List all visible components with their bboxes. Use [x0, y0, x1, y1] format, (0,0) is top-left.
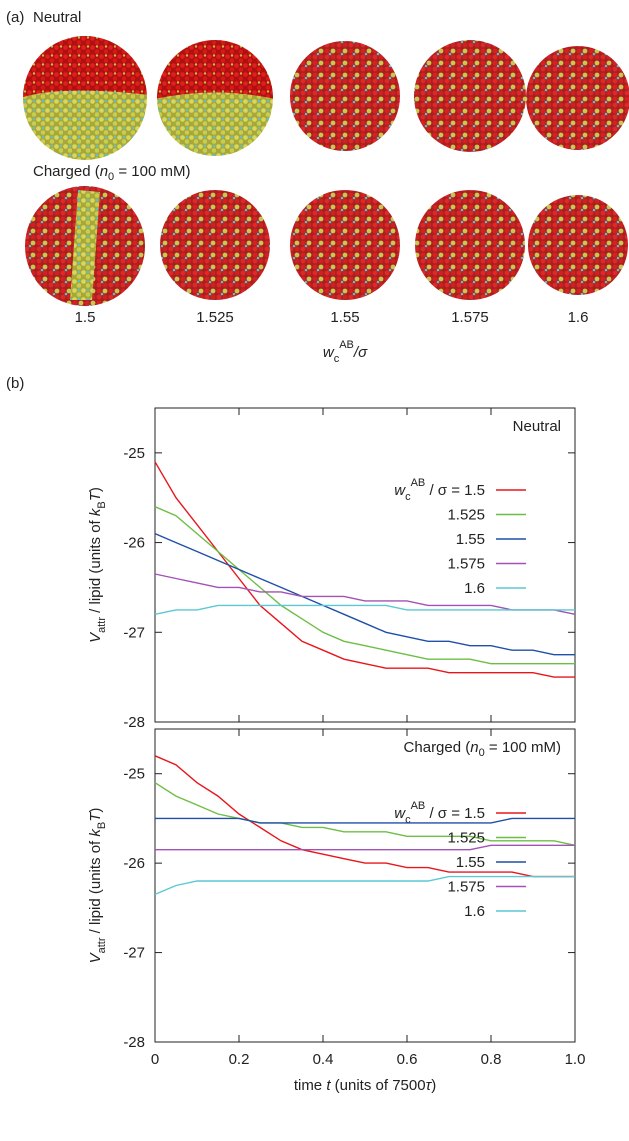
snapshot — [414, 40, 526, 152]
y-axis-label: Vattr / lipid (units of kBT) — [87, 487, 108, 643]
series-line — [154, 506, 575, 665]
plot-frame — [154, 728, 576, 1043]
annotation: Charged (n0 = 100 mM) — [404, 739, 561, 759]
text-part: c — [405, 814, 411, 826]
text-part: ) — [87, 808, 104, 813]
legend-label: 1.55 — [456, 854, 485, 871]
series-line — [154, 782, 576, 846]
legend-label: wcAB / σ = 1.5 — [394, 477, 485, 503]
legend-label: 1.6 — [464, 580, 485, 597]
x-label-value: 1.5 — [75, 309, 96, 326]
x-tick-label: 0.4 — [313, 1051, 334, 1068]
snapshot — [290, 190, 400, 300]
panel-label: (b) — [6, 375, 24, 392]
text-part: / lipid (units of — [87, 516, 104, 617]
text-part: 0 — [479, 747, 485, 759]
panel-label: (a) — [6, 9, 24, 26]
text-part: w — [394, 805, 406, 822]
text-part: / lipid (units of — [87, 837, 104, 938]
text-part: AB — [411, 800, 426, 812]
text-part: T — [87, 811, 104, 822]
y-tick-label: -28 — [123, 714, 145, 731]
text-part: V — [87, 631, 104, 643]
row-label: Neutral — [33, 9, 81, 26]
series-line — [154, 875, 575, 896]
row-label: Charged (n0 = 100 mM) — [33, 163, 190, 183]
legend-label: 1.525 — [447, 507, 485, 524]
text-part: ) — [431, 1077, 436, 1094]
y-tick-label: -26 — [123, 535, 145, 552]
legend-label: 1.5 — [464, 805, 485, 822]
plot-frame — [154, 407, 576, 723]
legend-label: 1.55 — [456, 531, 485, 548]
series-line — [154, 604, 575, 615]
series-line — [155, 817, 575, 824]
series-line — [154, 461, 575, 678]
text-part: (units of 7500 — [331, 1077, 426, 1094]
x-label-value: 1.6 — [568, 309, 589, 326]
text-part: t — [326, 1077, 331, 1094]
x-label-value: 1.55 — [330, 309, 359, 326]
text-part: attr — [96, 617, 108, 633]
legend-label: 1.525 — [447, 830, 485, 847]
snapshot-domain — [70, 190, 100, 300]
text-part: Charged ( — [404, 739, 471, 756]
snapshot — [290, 41, 400, 151]
legend-label: 1.5 — [464, 482, 485, 499]
x-label-value: 1.575 — [451, 309, 489, 326]
y-tick-label: -25 — [123, 445, 145, 462]
text-part: = 100 mM) — [485, 739, 561, 756]
x-tick-label: 0.8 — [481, 1051, 502, 1068]
snapshot — [160, 190, 270, 300]
y-tick-label: -27 — [123, 945, 145, 962]
y-tick-label: -25 — [123, 766, 145, 783]
text-part: τ — [426, 1077, 433, 1094]
legend-label: 1.6 — [464, 903, 485, 920]
text-part: time — [294, 1077, 327, 1094]
snapshot-domain — [23, 36, 147, 98]
text-part: k — [87, 507, 104, 516]
legend-label: 1.575 — [447, 879, 485, 896]
text-part: ) — [87, 487, 104, 492]
y-axis-label: Vattr / lipid (units of kBT) — [87, 808, 108, 964]
y-tick-label: -28 — [123, 1034, 145, 1051]
series-line — [154, 755, 575, 878]
text-part: / σ = — [425, 482, 464, 499]
legend-label: wcAB / σ = 1.5 — [394, 800, 485, 826]
text-part: w — [394, 482, 406, 499]
legend-label: 1.575 — [447, 556, 485, 573]
text-part: B — [96, 822, 108, 829]
y-tick-label: -27 — [123, 624, 145, 641]
text-part: / σ = — [425, 805, 464, 822]
snapshots — [23, 36, 629, 306]
text-part: AB — [411, 477, 426, 489]
x-label-value: 1.525 — [196, 309, 234, 326]
series-line — [154, 573, 576, 615]
text-part: T — [87, 490, 104, 501]
y-tick-label: -26 — [123, 855, 145, 872]
text-part: c — [405, 491, 411, 503]
x-tick-label: 1.0 — [565, 1051, 586, 1068]
snapshot — [528, 195, 628, 295]
text-part: attr — [96, 937, 108, 953]
text-part: k — [87, 828, 104, 837]
x-tick-label: 0.6 — [397, 1051, 418, 1068]
series-line — [154, 532, 575, 656]
snapshot — [526, 46, 629, 150]
x-axis-label: time t (units of 7500τ) — [294, 1077, 436, 1094]
annotation: Neutral — [513, 418, 561, 435]
snapshot — [415, 190, 525, 300]
x-tick-label: 0.2 — [229, 1051, 250, 1068]
text-part: n — [470, 739, 478, 756]
text-part: V — [87, 951, 104, 963]
text-part: B — [96, 501, 108, 508]
x-tick-label: 0 — [151, 1051, 159, 1068]
snapshot-domain — [157, 40, 273, 100]
series-line — [155, 844, 575, 851]
x-label: wcAB/σ — [323, 339, 368, 365]
